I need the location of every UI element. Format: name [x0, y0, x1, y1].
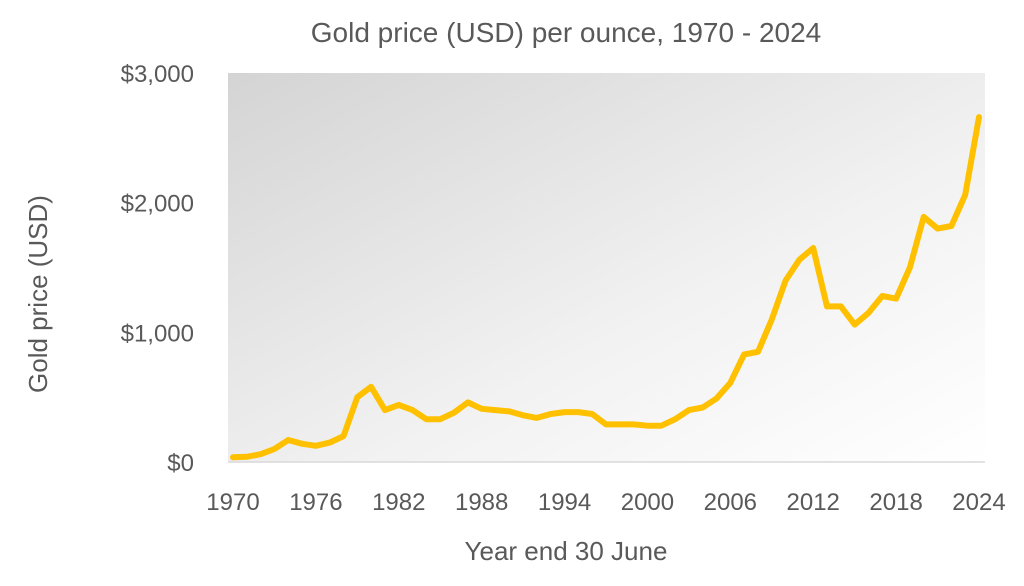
x-tick-label: 2018 — [869, 489, 922, 516]
y-axis-label: Gold price (USD) — [23, 195, 53, 393]
x-tick-label: 2000 — [621, 489, 674, 516]
x-tick-label: 2006 — [704, 489, 757, 516]
plot-area — [228, 73, 985, 462]
x-tick-label: 1976 — [289, 489, 342, 516]
y-tick-label: $1,000 — [121, 320, 194, 347]
series-line — [230, 114, 982, 461]
x-tick-label: 1988 — [455, 489, 508, 516]
x-tick-label: 1982 — [372, 489, 425, 516]
y-tick-label: $3,000 — [121, 61, 194, 88]
chart-title: Gold price (USD) per ounce, 1970 - 2024 — [311, 17, 822, 48]
x-tick-label: 1994 — [538, 489, 591, 516]
x-tick-label: 2024 — [952, 489, 1005, 516]
y-tick-label: $0 — [167, 450, 194, 477]
x-axis-label: Year end 30 June — [465, 536, 668, 566]
y-tick-label: $2,000 — [121, 191, 194, 218]
x-tick-label: 2012 — [787, 489, 840, 516]
x-tick-label: 1970 — [206, 489, 259, 516]
